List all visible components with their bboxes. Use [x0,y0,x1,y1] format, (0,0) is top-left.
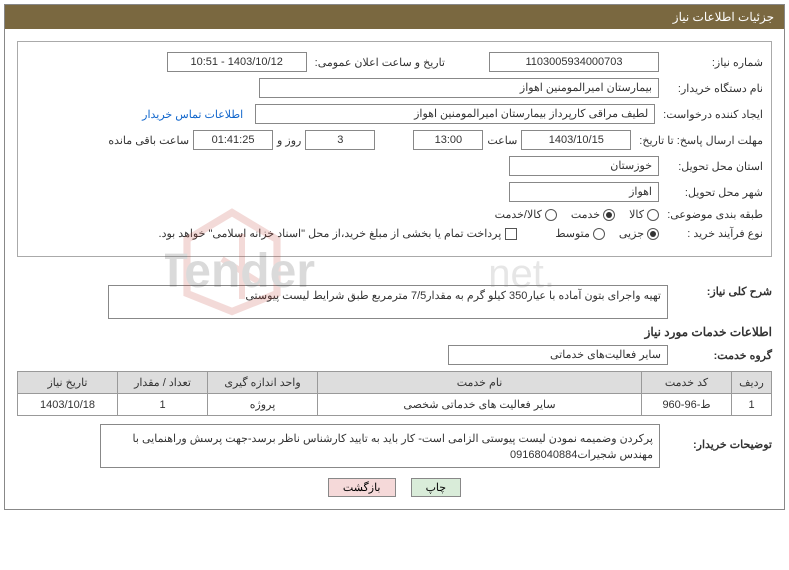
th-2: نام خدمت [318,372,642,394]
radio-proc-1[interactable]: جزیی [619,227,659,240]
payment-checkbox[interactable] [505,228,517,240]
province-label: استان محل تحویل: [663,160,763,173]
table-row: 1 ط-96-960 سایر فعالیت های خدماتی شخصی پ… [18,394,772,416]
countdown-value: 01:41:25 [193,130,273,150]
group-value: سایر فعالیت‌های خدماتی [448,345,668,365]
province-value: خوزستان [509,156,659,176]
buyer-org-label: نام دستگاه خریدار: [663,82,763,95]
row-summary: شرح کلی نیاز: تهیه واجرای بتون آماده با … [17,285,772,319]
th-3: واحد اندازه گیری [208,372,318,394]
row-deadline: مهلت ارسال پاسخ: تا تاریخ: 1403/10/15 سا… [26,130,763,150]
services-header: اطلاعات خدمات مورد نیاز [17,325,772,339]
details-section: شماره نیاز: 1103005934000703 تاریخ و ساع… [17,41,772,257]
row-buyer-notes: توضیحات خریدار: پرکردن وضمیمه نمودن لیست… [17,424,772,468]
row-category: طبقه بندی موضوعی: کالا خدمت کالا/خدمت [26,208,763,221]
need-no-label: شماره نیاز: [663,56,763,69]
panel-title: جزئیات اطلاعات نیاز [5,5,784,29]
services-table: ردیف کد خدمت نام خدمت واحد اندازه گیری ت… [17,371,772,416]
table-header-row: ردیف کد خدمت نام خدمت واحد اندازه گیری ت… [18,372,772,394]
td-5: 1403/10/18 [18,394,118,416]
radio-cat-2[interactable]: خدمت [571,208,615,221]
td-2: سایر فعالیت های خدماتی شخصی [318,394,642,416]
th-5: تاریخ نیاز [18,372,118,394]
row-process: نوع فرآیند خرید : جزیی متوسط پرداخت تمام… [26,227,763,240]
row-need-no: شماره نیاز: 1103005934000703 تاریخ و ساع… [26,52,763,72]
radio-cat-1[interactable]: کالا [629,208,659,221]
td-0: 1 [732,394,772,416]
deadline-label: مهلت ارسال پاسخ: تا تاریخ: [635,134,763,147]
main-panel: جزئیات اطلاعات نیاز شماره نیاز: 11030059… [4,4,785,510]
proc1-label: جزیی [619,227,644,240]
days-suffix: روز و [277,134,301,147]
radio-cat-3[interactable]: کالا/خدمت [495,208,557,221]
remaining-suffix: ساعت باقی مانده [108,134,189,147]
th-4: تعداد / مقدار [118,372,208,394]
buyer-org-value: بیمارستان امیرالمومنین اهواز [259,78,659,98]
summary-label: شرح کلی نیاز: [672,285,772,298]
need-no-value: 1103005934000703 [489,52,659,72]
print-button[interactable]: چاپ [411,478,462,497]
contact-link[interactable]: اطلاعات تماس خریدار [142,108,243,121]
process-radio-group: جزیی متوسط [555,227,659,240]
radio-proc-2[interactable]: متوسط [555,227,605,240]
buyer-notes-label: توضیحات خریدار: [672,424,772,451]
td-4: 1 [118,394,208,416]
payment-note: پرداخت تمام یا بخشی از مبلغ خرید،از محل … [159,227,502,240]
proc2-label: متوسط [555,227,590,240]
td-1: ط-96-960 [642,394,732,416]
cat1-label: کالا [629,208,644,221]
panel-body: شماره نیاز: 1103005934000703 تاریخ و ساع… [5,29,784,509]
pub-date-value: 1403/10/12 - 10:51 [167,52,307,72]
th-0: ردیف [732,372,772,394]
cat3-label: کالا/خدمت [495,208,542,221]
deadline-date-value: 1403/10/15 [521,130,631,150]
category-label: طبقه بندی موضوعی: [663,208,763,221]
buyer-notes-value: پرکردن وضمیمه نمودن لیست پیوستی الزامی ا… [100,424,660,468]
time-label: ساعت [487,134,517,147]
process-label: نوع فرآیند خرید : [663,227,763,240]
city-label: شهر محل تحویل: [663,186,763,199]
th-1: کد خدمت [642,372,732,394]
row-group: گروه خدمت: سایر فعالیت‌های خدماتی [17,345,772,365]
cat2-label: خدمت [571,208,600,221]
back-button[interactable]: بازگشت [328,478,396,497]
days-remaining-value: 3 [305,130,375,150]
pub-date-label: تاریخ و ساعت اعلان عمومی: [311,56,445,69]
row-province: استان محل تحویل: خوزستان [26,156,763,176]
row-city: شهر محل تحویل: اهواز [26,182,763,202]
row-requester: ایجاد کننده درخواست: لطیف مراقی کارپرداز… [26,104,763,124]
category-radio-group: کالا خدمت کالا/خدمت [495,208,659,221]
requester-value: لطیف مراقی کارپرداز بیمارستان امیرالمومن… [255,104,655,124]
deadline-time-value: 13:00 [413,130,483,150]
td-3: پروژه [208,394,318,416]
requester-label: ایجاد کننده درخواست: [659,108,763,121]
summary-value: تهیه واجرای بتون آماده با عیار350 کیلو گ… [108,285,668,319]
group-label: گروه خدمت: [672,349,772,362]
city-value: اهواز [509,182,659,202]
button-bar: چاپ بازگشت [17,478,772,497]
row-buyer-org: نام دستگاه خریدار: بیمارستان امیرالمومنی… [26,78,763,98]
